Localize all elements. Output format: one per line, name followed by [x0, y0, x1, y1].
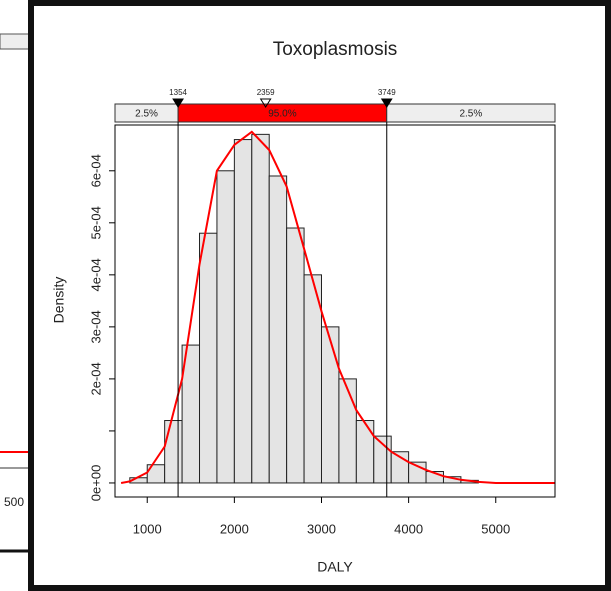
- tail-band: [386, 103, 556, 123]
- histogram-bar: [355, 420, 375, 484]
- x-axis-label: DALY: [317, 559, 353, 575]
- histogram-bar: [286, 227, 305, 484]
- behind-tick-label: 500: [4, 495, 24, 509]
- y-tick-label: 2e-04: [88, 362, 103, 395]
- histogram-bar: [338, 378, 357, 484]
- band-label: 2.5%: [459, 109, 482, 120]
- behind-band: [0, 33, 31, 50]
- x-tick-label: 3000: [307, 521, 336, 536]
- quantile-label: 2359: [257, 88, 275, 97]
- chart-title: Toxoplasmosis: [273, 39, 398, 60]
- quantile-label: 3749: [378, 88, 396, 97]
- y-tick-label: 6e-04: [88, 154, 103, 187]
- quantile-marker: [380, 98, 393, 108]
- plot-box: [114, 124, 556, 498]
- histogram-bar: [320, 326, 340, 484]
- y-tick-label: 0e+00: [88, 465, 103, 502]
- density-curve: [120, 130, 555, 484]
- x-tick-label: 2000: [220, 521, 249, 536]
- histogram-bar: [303, 274, 322, 484]
- histogram-bar: [164, 420, 183, 484]
- quantile-marker: [259, 98, 272, 108]
- x-tick-label: 4000: [394, 521, 423, 536]
- histogram-bar: [199, 232, 218, 484]
- histogram-bar: [216, 170, 235, 484]
- y-tick-label: 3e-04: [88, 310, 103, 343]
- quantile-label: 1354: [169, 88, 187, 97]
- y-tick-label: 5e-04: [88, 206, 103, 239]
- histogram-bar: [268, 175, 288, 484]
- quantile-marker: [172, 98, 184, 108]
- window-frame: [28, 0, 611, 591]
- histogram-bar: [233, 139, 253, 484]
- histogram-bar: [251, 133, 270, 484]
- x-tick-label: 5000: [481, 521, 510, 536]
- y-axis-label: Density: [51, 277, 67, 324]
- band-label: 95.0%: [268, 109, 296, 120]
- plot: 2.5% 95.0% 2.5% 1354 2359 3749 1000 2000 3000 400…: [88, 88, 556, 536]
- y-tick-label: 4e-04: [88, 258, 103, 291]
- band-label: 2.5%: [135, 109, 158, 120]
- x-tick-label: 1000: [133, 521, 162, 536]
